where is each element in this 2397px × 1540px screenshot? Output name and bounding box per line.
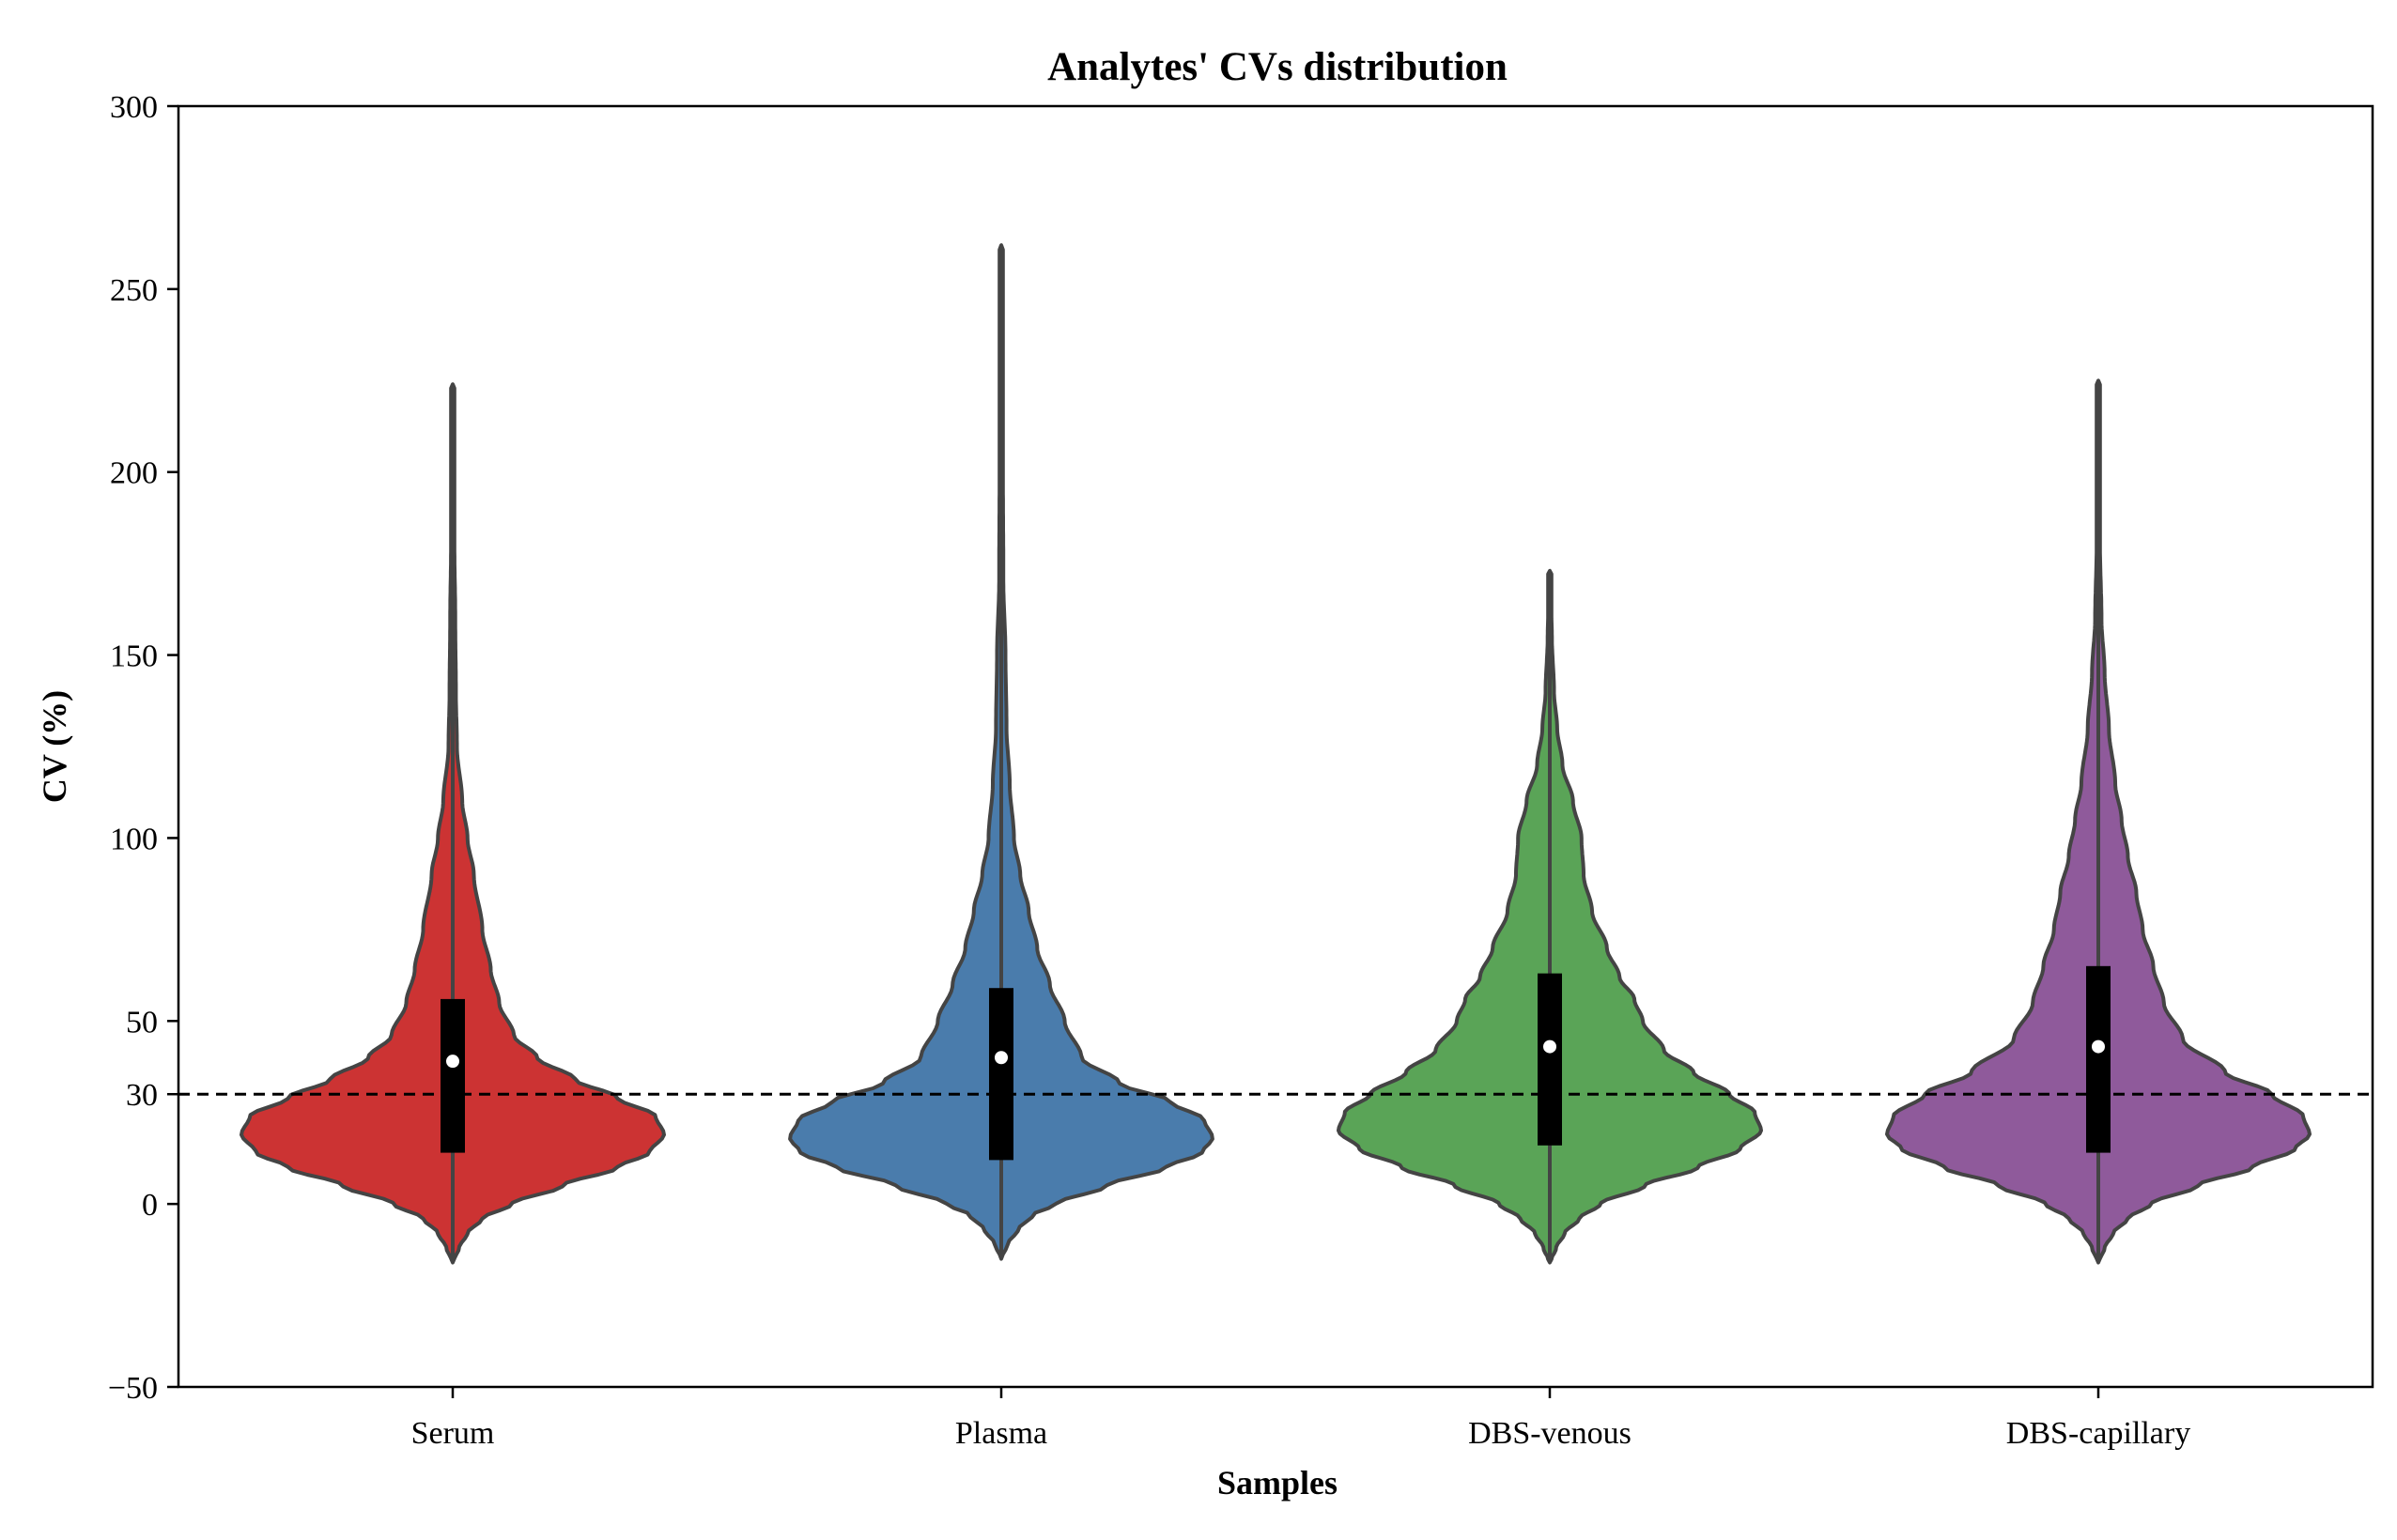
violin-median-point (995, 1051, 1008, 1065)
y-tick-label: 30 (126, 1078, 158, 1113)
y-axis-title: CV (%) (36, 690, 73, 803)
plot-frame (177, 104, 2374, 1389)
violin-iqr-box (989, 988, 1013, 1161)
y-axis: −50 0 30 50 100 150 200 250 300 (108, 90, 178, 1406)
violin-median-point (446, 1055, 459, 1069)
y-tick-label: 200 (110, 456, 158, 491)
violin-iqr-box (2086, 965, 2111, 1153)
y-tick-label: 0 (142, 1188, 158, 1223)
y-tick-label: 150 (110, 639, 158, 674)
chart-title: Analytes' CVs distribution (1047, 45, 1508, 89)
x-tick-label: Serum (411, 1416, 495, 1451)
x-tick-label: Plasma (955, 1416, 1047, 1451)
violin-median-point (2092, 1040, 2105, 1054)
violin-dbs-venous (1337, 568, 1763, 1265)
y-tick-label: 50 (126, 1005, 158, 1040)
violin-iqr-box (441, 998, 465, 1153)
x-tick-label: DBS-venous (1468, 1416, 1632, 1451)
violin-plasma (788, 243, 1214, 1261)
y-tick-label: 250 (110, 273, 158, 308)
violin-dbs-capillary (1885, 378, 2312, 1265)
y-tick-label: −50 (108, 1371, 158, 1406)
violin-iqr-box (1538, 973, 1562, 1146)
x-tick-label: DBS-capillary (2006, 1416, 2190, 1451)
plot-area (178, 243, 2373, 1265)
violin-median-point (1543, 1040, 1556, 1054)
y-tick-label: 300 (110, 90, 158, 125)
violin-serum (240, 382, 666, 1265)
x-axis-title: Samples (1217, 1464, 1338, 1502)
y-tick-label: 100 (110, 822, 158, 856)
x-axis: Serum Plasma DBS-venous DBS-capillary (411, 1387, 2190, 1451)
